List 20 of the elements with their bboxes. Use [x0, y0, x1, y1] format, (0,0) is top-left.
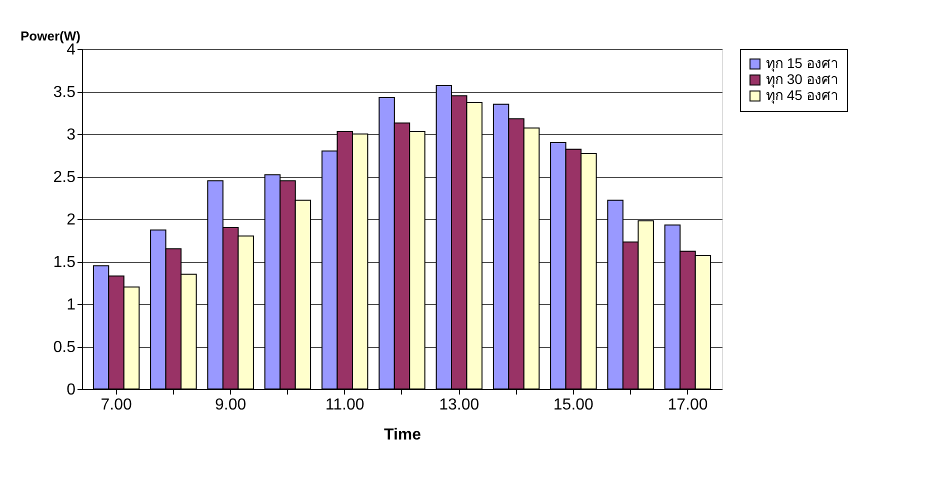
y-axis-title: Power(W) — [20, 28, 80, 44]
y-tick-label: 1.5 — [53, 254, 76, 271]
x-tick-label: 15.00 — [553, 396, 594, 414]
x-tick-label: 7.00 — [100, 396, 132, 414]
y-tick-label: 4 — [66, 42, 76, 58]
y-tick-label: 1 — [66, 296, 76, 314]
x-tick-label: 11.00 — [325, 396, 364, 414]
y-tick-label: 0 — [66, 382, 76, 398]
y-tick-label: 3.5 — [53, 84, 76, 101]
legend-label: ทุก 30 องศา — [766, 71, 838, 88]
x-axis-title: Time — [384, 426, 422, 444]
legend-label: ทุก 15 องศา — [766, 55, 838, 72]
x-tick-label: 13.00 — [439, 396, 480, 414]
y-tick-label: 3 — [66, 126, 76, 144]
y-tick-label: 2.5 — [53, 169, 76, 186]
x-tick-label: 9.00 — [215, 396, 246, 414]
legend-label: ทุก 45 องศา — [766, 87, 838, 104]
y-tick-label: 0.5 — [53, 339, 76, 356]
y-tick-label: 2 — [66, 212, 76, 228]
x-tick-label: 17.00 — [668, 396, 708, 414]
